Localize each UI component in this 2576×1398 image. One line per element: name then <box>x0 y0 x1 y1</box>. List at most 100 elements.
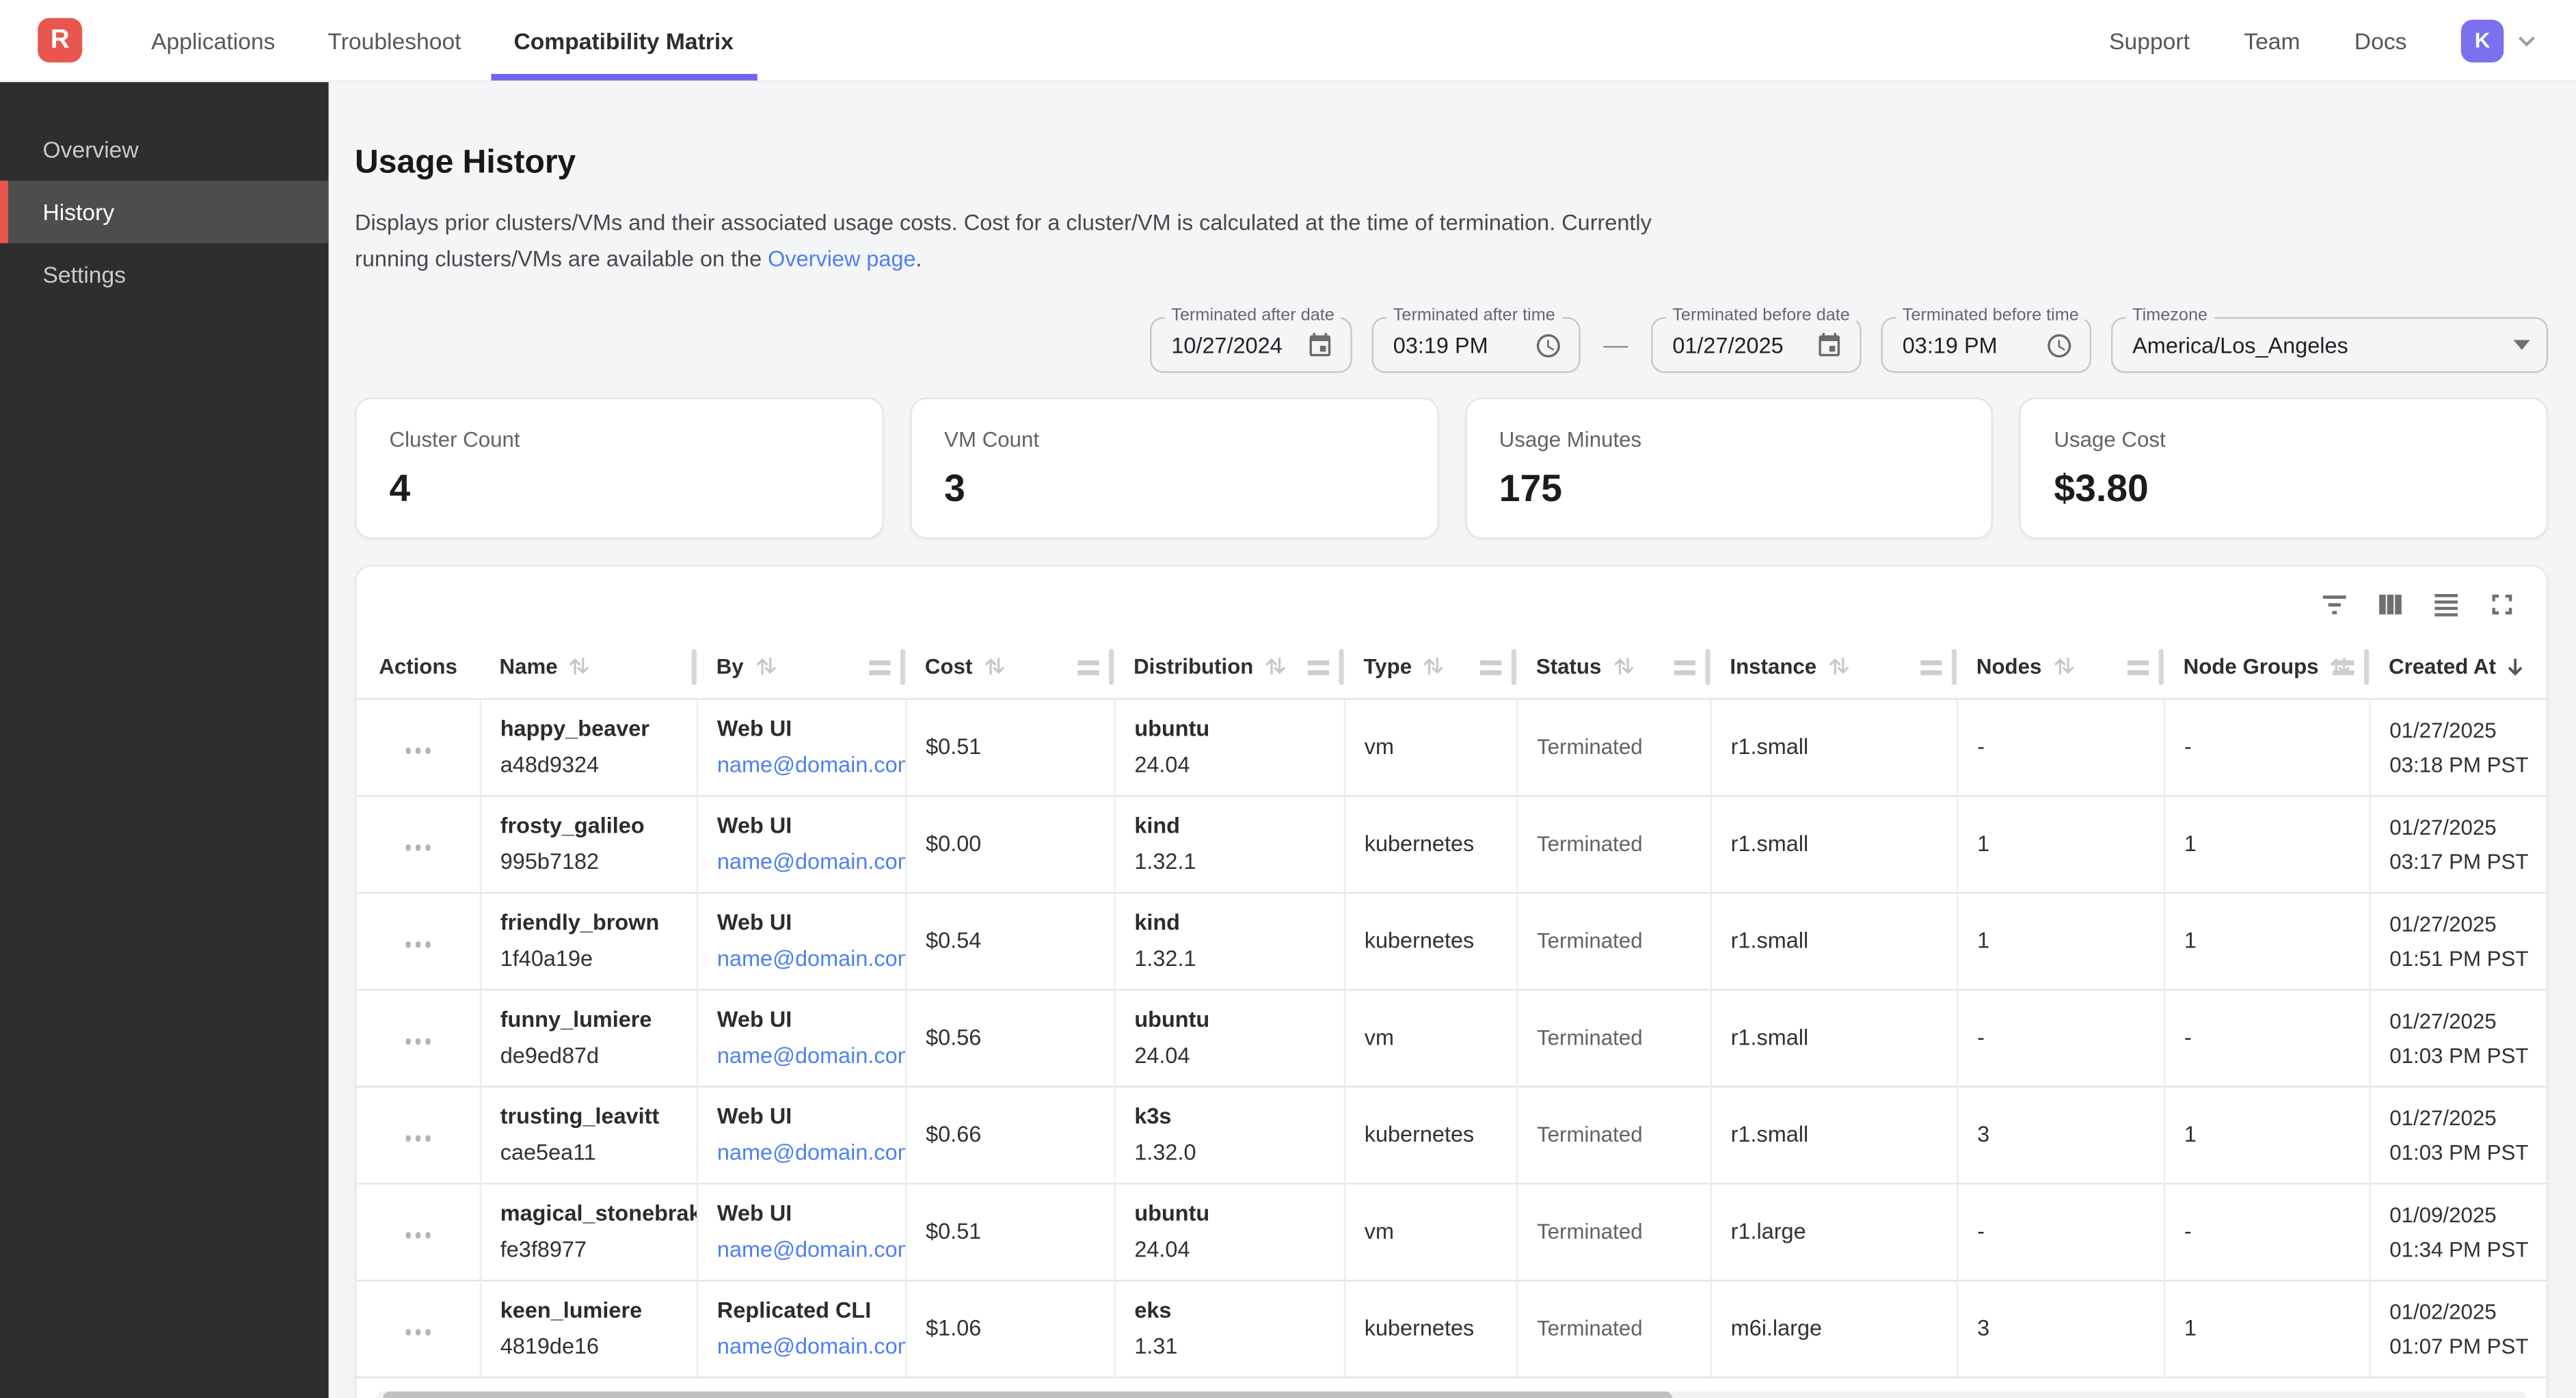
row-actions-button[interactable] <box>399 838 437 857</box>
column-header-created-at[interactable]: Created At <box>2369 636 2548 698</box>
column-separator[interactable] <box>1952 649 1957 685</box>
column-header-nodes[interactable]: Nodes <box>1957 636 2164 698</box>
timezone-select[interactable]: Timezone America/Los_Angeles <box>2111 317 2548 373</box>
filter-button[interactable] <box>2313 583 2356 626</box>
nav-link-support[interactable]: Support <box>2109 27 2190 53</box>
column-header-distribution[interactable]: Distribution <box>1114 636 1343 698</box>
terminated-before-time-field[interactable]: Terminated before time 03:19 PM <box>1881 317 2092 373</box>
name-cell: happy_beavera48d9324 <box>480 698 697 795</box>
column-resize-handle[interactable] <box>2333 660 2354 675</box>
row-actions-button[interactable] <box>399 741 437 760</box>
column-header-cost[interactable]: Cost <box>905 636 1114 698</box>
column-header-node-groups[interactable]: Node Groups <box>2164 636 2369 698</box>
column-separator[interactable] <box>1109 649 1114 685</box>
email-link[interactable]: name@domain.com <box>717 946 891 971</box>
sort-icon[interactable] <box>2050 656 2074 677</box>
nodes-cell: - <box>1957 1183 2164 1280</box>
column-resize-handle[interactable] <box>1920 660 1942 675</box>
cluster-name: frosty_galileo <box>500 814 683 838</box>
nodes-cell: - <box>1957 989 2164 1086</box>
column-header-instance[interactable]: Instance <box>1710 636 1957 698</box>
row-actions-button[interactable] <box>399 1226 437 1245</box>
cost-cell: $0.51 <box>905 1183 1114 1280</box>
nav-link-docs[interactable]: Docs <box>2354 27 2407 53</box>
row-actions-button[interactable] <box>399 935 437 954</box>
column-separator[interactable] <box>1705 649 1710 685</box>
type-cell: kubernetes <box>1344 892 1516 989</box>
column-separator[interactable] <box>2159 649 2164 685</box>
cluster-name: trusting_leavitt <box>500 1104 683 1129</box>
terminated-after-time-field[interactable]: Terminated after time 03:19 PM <box>1372 317 1581 373</box>
column-resize-handle[interactable] <box>869 660 890 675</box>
actions-cell <box>356 795 479 892</box>
column-resize-handle[interactable] <box>1480 660 1501 675</box>
cost-cell: $0.54 <box>905 892 1114 989</box>
type-cell: vm <box>1344 989 1516 1086</box>
app-logo[interactable]: R <box>38 18 82 62</box>
fullscreen-button[interactable] <box>2481 583 2523 626</box>
columns-button[interactable] <box>2369 583 2411 626</box>
clock-icon[interactable] <box>2045 331 2074 359</box>
nav-tab-compatibility-matrix[interactable]: Compatibility Matrix <box>487 0 760 81</box>
density-button[interactable] <box>2425 583 2467 626</box>
email-link[interactable]: name@domain.com <box>717 1140 891 1165</box>
actions-cell <box>356 1280 479 1377</box>
column-separator[interactable] <box>1512 649 1516 685</box>
sort-icon[interactable] <box>752 656 777 677</box>
main-content: Usage History Displays prior clusters/VM… <box>329 82 2576 1398</box>
column-resize-handle[interactable] <box>1077 660 1099 675</box>
clock-icon[interactable] <box>1534 331 1562 359</box>
calendar-icon[interactable] <box>1306 331 1334 359</box>
distribution-cell: kind1.32.1 <box>1114 892 1343 989</box>
table-row: funny_lumierede9ed87d Web UIname@domain.… <box>356 989 2548 1086</box>
nav-tab-troubleshoot[interactable]: Troubleshoot <box>301 0 487 81</box>
column-header-status[interactable]: Status <box>1516 636 1710 698</box>
node-groups-cell: 1 <box>2164 1280 2369 1377</box>
distribution-cell: ubuntu24.04 <box>1114 989 1343 1086</box>
column-header-name[interactable]: Name <box>480 636 697 698</box>
sidebar-item-history[interactable]: History <box>0 180 329 243</box>
terminated-before-date-field[interactable]: Terminated before date 01/27/2025 <box>1651 317 1862 373</box>
sidebar-item-overview[interactable]: Overview <box>0 118 329 180</box>
distribution-cell: eks1.31 <box>1114 1280 1343 1377</box>
email-link[interactable]: name@domain.com <box>717 849 891 874</box>
instance-cell: r1.small <box>1710 892 1957 989</box>
sort-icon[interactable] <box>1825 656 1849 677</box>
column-header-by[interactable]: By <box>697 636 905 698</box>
horizontal-scrollbar-thumb[interactable] <box>383 1390 1673 1398</box>
column-resize-handle[interactable] <box>2128 660 2149 675</box>
sort-icon[interactable] <box>566 656 591 677</box>
nav-link-team[interactable]: Team <box>2244 27 2300 53</box>
email-link[interactable]: name@domain.com <box>717 753 891 777</box>
calendar-icon[interactable] <box>1815 331 1843 359</box>
sort-desc-icon[interactable] <box>2504 655 2527 678</box>
sort-icon[interactable] <box>1420 656 1445 677</box>
column-separator[interactable] <box>692 649 697 685</box>
column-resize-handle[interactable] <box>1674 660 1695 675</box>
user-menu-button[interactable]: K <box>2461 19 2538 62</box>
chevron-down-icon <box>2515 29 2538 52</box>
sidebar-item-settings[interactable]: Settings <box>0 243 329 306</box>
sort-icon[interactable] <box>1261 656 1286 677</box>
row-actions-button[interactable] <box>399 1129 437 1148</box>
email-link[interactable]: name@domain.com <box>717 1237 891 1262</box>
cost-cell: $0.66 <box>905 1086 1114 1183</box>
created-at-cell: 01/02/202501:07 PM PST <box>2369 1280 2548 1377</box>
instance-cell: m6i.large <box>1710 1280 1957 1377</box>
overview-page-link[interactable]: Overview page <box>768 246 915 271</box>
nav-tab-applications[interactable]: Applications <box>125 0 301 81</box>
email-link[interactable]: name@domain.com <box>717 1043 891 1068</box>
status-cell: Terminated <box>1516 1280 1710 1377</box>
column-header-type[interactable]: Type <box>1344 636 1516 698</box>
sort-icon[interactable] <box>1609 656 1634 677</box>
column-separator[interactable] <box>900 649 905 685</box>
column-separator[interactable] <box>1339 649 1343 685</box>
column-separator[interactable] <box>2364 649 2369 685</box>
column-resize-handle[interactable] <box>1308 660 1329 675</box>
terminated-after-date-field[interactable]: Terminated after date 10/27/2024 <box>1150 317 1352 373</box>
avatar: K <box>2461 19 2504 62</box>
sort-icon[interactable] <box>980 656 1005 677</box>
row-actions-button[interactable] <box>399 1032 437 1051</box>
row-actions-button[interactable] <box>399 1322 437 1341</box>
email-link[interactable]: name@domain.com <box>717 1334 891 1358</box>
